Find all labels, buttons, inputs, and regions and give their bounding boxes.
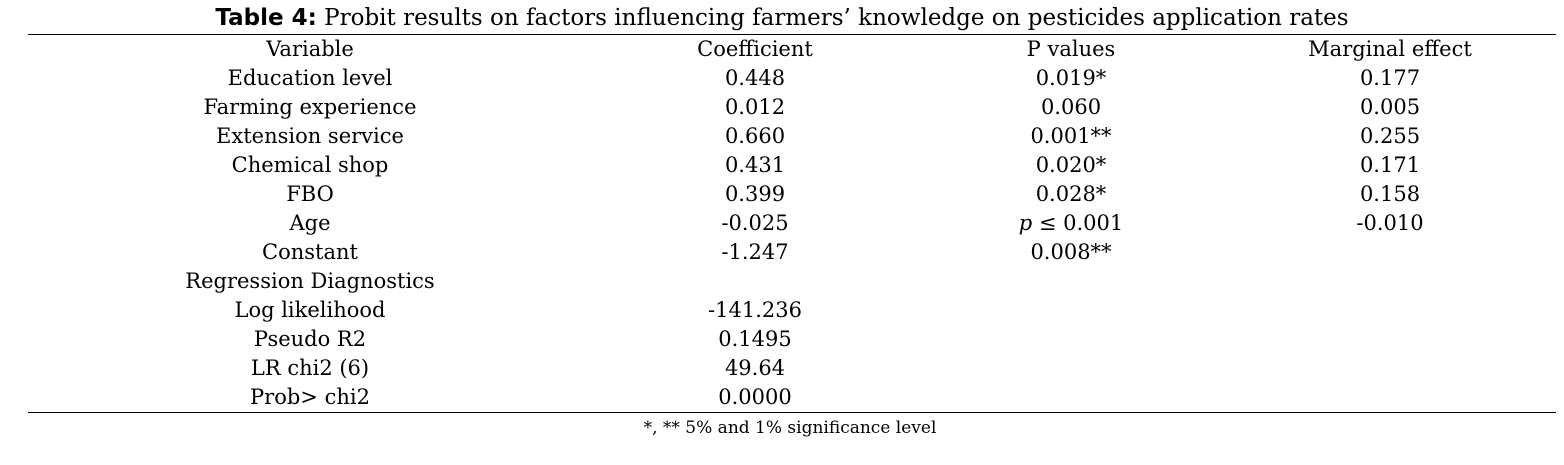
marginal-effect-cell: 0.158 xyxy=(1359,182,1421,206)
diagnostic-label: Log likelihood xyxy=(234,298,386,322)
coefficient-cell: -1.247 xyxy=(721,240,789,264)
coefficient-cell: 0.012 xyxy=(724,95,786,119)
table-row: Age -0.025 p ≤ 0.001 -0.010 xyxy=(28,209,1556,238)
table-row: Extension service 0.660 0.001** 0.255 xyxy=(28,122,1556,151)
p-value-cell: 0.020* xyxy=(1035,153,1107,177)
diagnostic-row: Prob> chi2 0.0000 xyxy=(28,383,1556,412)
diagnostic-label: Pseudo R2 xyxy=(253,327,367,351)
p-value-cell: 0.001** xyxy=(1030,124,1112,148)
p-symbol: p xyxy=(1018,211,1033,235)
header-row: Variable Coefficient P values Marginal e… xyxy=(28,35,1556,64)
p-value-cell: 0.008** xyxy=(1030,240,1112,264)
variable-cell: Constant xyxy=(262,240,358,264)
variable-cell: Education level xyxy=(227,66,393,90)
coefficient-cell: 0.448 xyxy=(724,66,786,90)
diagnostic-row: LR chi2 (6) 49.64 xyxy=(28,354,1556,383)
diagnostic-value: -141.236 xyxy=(708,298,802,322)
table-footnote: *, ** 5% and 1% significance level xyxy=(643,418,937,438)
coefficient-cell: 0.399 xyxy=(724,182,786,206)
table-title: Table 4: Probit results on factors influ… xyxy=(0,4,1564,32)
p-value-cell: p ≤ 0.001 xyxy=(918,209,1224,238)
coefficient-cell: -0.025 xyxy=(721,211,789,235)
diagnostics-heading-row: Regression Diagnostics xyxy=(28,267,1556,296)
column-header-variable: Variable xyxy=(266,37,354,61)
marginal-effect-cell: 0.005 xyxy=(1359,95,1421,119)
diagnostic-value: 0.0000 xyxy=(718,385,792,409)
diagnostic-row: Pseudo R2 0.1495 xyxy=(28,325,1556,354)
p-value-cell: 0.028* xyxy=(1035,182,1107,206)
marginal-effect-cell: 0.255 xyxy=(1359,124,1421,148)
marginal-effect-cell: 0.177 xyxy=(1359,66,1421,90)
diagnostic-label: Prob> chi2 xyxy=(250,385,370,409)
p-value-cell: 0.019* xyxy=(1035,66,1107,90)
column-header-marginal-effect: Marginal effect xyxy=(1308,37,1472,61)
variable-cell: Chemical shop xyxy=(231,153,389,177)
column-header-p-values: P values xyxy=(1026,37,1116,61)
table-row: Chemical shop 0.431 0.020* 0.171 xyxy=(28,151,1556,180)
marginal-effect-cell xyxy=(1224,238,1556,267)
variable-cell: Age xyxy=(289,211,331,235)
probit-results-table: Variable Coefficient P values Marginal e… xyxy=(28,35,1556,412)
marginal-effect-cell: 0.171 xyxy=(1359,153,1421,177)
column-header-coefficient: Coefficient xyxy=(697,37,813,61)
table-label: Table 4: xyxy=(215,5,317,31)
table-row: Constant -1.247 0.008** xyxy=(28,238,1556,267)
table-row: Farming experience 0.012 0.060 0.005 xyxy=(28,93,1556,122)
coefficient-cell: 0.431 xyxy=(724,153,786,177)
table-row: FBO 0.399 0.028* 0.158 xyxy=(28,180,1556,209)
top-rule xyxy=(28,34,1556,35)
variable-cell: Farming experience xyxy=(203,95,417,119)
diagnostic-value: 0.1495 xyxy=(718,327,792,351)
variable-cell: FBO xyxy=(286,182,334,206)
marginal-effect-cell: -0.010 xyxy=(1356,211,1424,235)
variable-cell: Extension service xyxy=(216,124,404,148)
diagnostic-value: 49.64 xyxy=(724,356,786,380)
diagnostic-label: LR chi2 (6) xyxy=(250,356,370,380)
diagnostics-heading: Regression Diagnostics xyxy=(185,269,435,293)
diagnostic-row: Log likelihood -141.236 xyxy=(28,296,1556,325)
bottom-rule xyxy=(28,412,1556,413)
table-caption: Probit results on factors influencing fa… xyxy=(316,5,1349,31)
p-value-text: ≤ 0.001 xyxy=(1032,211,1124,235)
p-value-cell: 0.060 xyxy=(1040,95,1102,119)
coefficient-cell: 0.660 xyxy=(724,124,786,148)
table-row: Education level 0.448 0.019* 0.177 xyxy=(28,64,1556,93)
